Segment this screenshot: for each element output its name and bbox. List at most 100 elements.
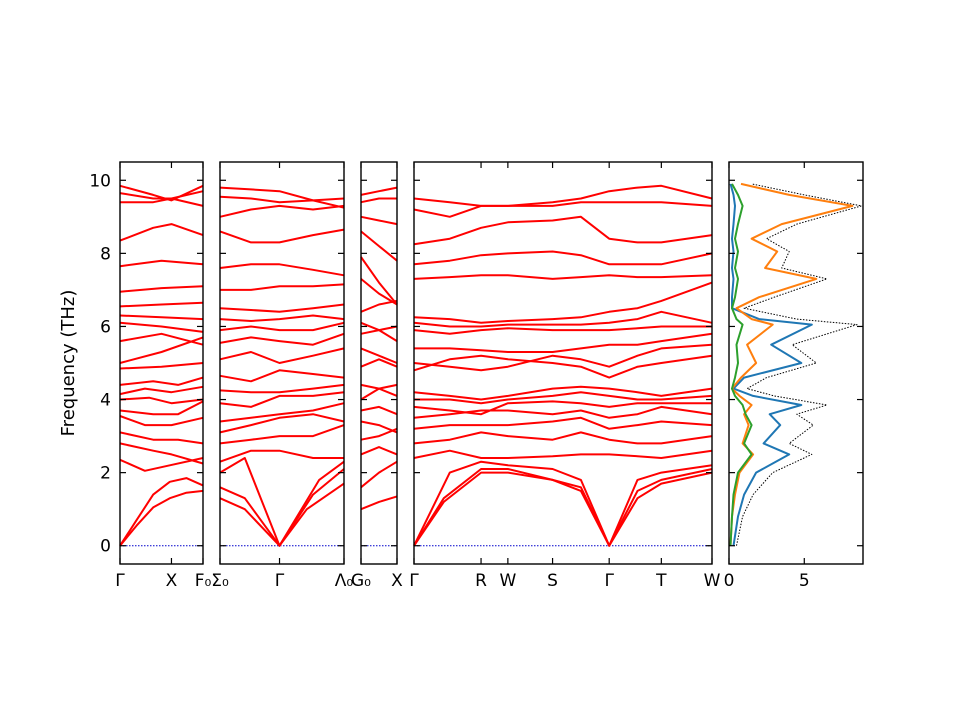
symmetry-point-label: T: [655, 571, 667, 591]
symmetry-point-label: W: [704, 571, 721, 591]
y-tick-label: 6: [100, 317, 111, 337]
band-1-3: [219, 449, 344, 463]
band-2-18: [360, 186, 398, 196]
band-1-15: [220, 283, 345, 291]
band-1-5: [219, 413, 345, 434]
band-2-14: [360, 256, 398, 306]
symmetry-point-label: Γ: [115, 571, 125, 591]
band-2-10: [360, 329, 398, 342]
y-tick-label: 2: [100, 464, 111, 484]
dos-panel: [728, 161, 864, 565]
dos-x-tick-label: 5: [799, 571, 810, 591]
band-3-4: [413, 431, 713, 445]
band-1-6: [219, 402, 345, 423]
band-2-8: [360, 358, 398, 368]
band-0-12: [119, 332, 204, 346]
band-3-16: [413, 274, 713, 280]
band-3-9: [413, 385, 713, 401]
band-2-0: [360, 495, 398, 511]
band-1-11: [219, 332, 345, 346]
band-3-15: [413, 281, 713, 324]
band-0-0: [119, 489, 204, 547]
symmetry-point-label: R: [475, 571, 487, 591]
band-1-13: [219, 314, 345, 322]
y-tick-label: 10: [89, 171, 111, 191]
band-0-19: [120, 197, 204, 207]
band-2-15: [360, 230, 398, 262]
y-axis-label: Frequency (THz): [58, 290, 79, 437]
band-1-9: [219, 369, 345, 383]
symmetry-point-label: Λ₀: [335, 571, 354, 591]
band-0-8: [119, 385, 204, 396]
symmetry-point-label: X: [166, 571, 178, 591]
band-2-5: [360, 405, 398, 416]
band-3-1: [413, 468, 713, 547]
band-0-21: [119, 184, 204, 202]
band-0-10: [119, 362, 204, 370]
band-3-18: [413, 215, 713, 246]
band-3-12: [414, 332, 713, 353]
band-2-16: [360, 215, 398, 226]
dos-x-tick-label: 0: [724, 571, 735, 591]
symmetry-point-label: S: [547, 571, 558, 591]
band-0-4: [119, 431, 204, 445]
band-3-3: [413, 449, 713, 459]
dos-series-1: [729, 183, 813, 546]
band-1-10: [219, 347, 345, 364]
band-3-13: [413, 325, 712, 335]
band-0-1: [119, 477, 204, 547]
symmetry-point-label: X: [391, 571, 403, 591]
band-3-20: [413, 184, 713, 207]
band-2-11: [360, 321, 398, 332]
band-2-3: [360, 427, 398, 441]
band-panel-1: [219, 161, 345, 565]
symmetry-point-label: G₀: [351, 571, 371, 591]
band-0-9: [119, 376, 204, 386]
band-2-7: [360, 383, 398, 397]
band-panel-2: [360, 161, 398, 565]
band-2-12: [360, 299, 398, 313]
band-2-17: [360, 197, 397, 204]
band-1-0: [219, 482, 345, 547]
symmetry-point-label: Σ₀: [211, 571, 229, 591]
band-3-14: [413, 310, 713, 328]
band-2-4: [360, 420, 398, 434]
band-0-2: [119, 457, 204, 472]
band-3-8: [414, 391, 713, 405]
band-2-6: [360, 383, 398, 401]
band-1-20: [219, 186, 345, 209]
band-1-4: [219, 424, 345, 445]
band-0-16: [119, 285, 204, 293]
band-1-2: [219, 457, 345, 547]
y-tick-label: 4: [100, 391, 111, 411]
band-0-15: [119, 301, 204, 308]
band-1-7: [219, 391, 345, 408]
symmetry-point-label: W: [499, 571, 516, 591]
band-3-19: [413, 201, 713, 218]
band-panel-3: [413, 161, 713, 565]
band-3-2: [413, 460, 713, 547]
band-1-16: [219, 263, 345, 277]
band-2-9: [360, 347, 398, 364]
symmetry-point-label: Γ: [409, 571, 419, 591]
band-3-11: [413, 343, 713, 372]
band-0-17: [119, 259, 204, 268]
y-tick-label: 0: [100, 537, 111, 557]
band-0-7: [119, 396, 204, 405]
band-2-1: [360, 460, 398, 489]
band-0-5: [119, 415, 204, 427]
band-2-13: [360, 278, 398, 306]
band-0-3: [119, 442, 204, 465]
band-1-19: [219, 195, 345, 204]
y-tick-label: 8: [100, 244, 111, 264]
band-1-18: [219, 204, 345, 218]
band-0-14: [119, 314, 204, 321]
band-3-7: [413, 400, 712, 416]
band-3-5: [413, 416, 713, 430]
band-1-17: [219, 228, 345, 244]
band-1-14: [219, 303, 345, 313]
band-3-10: [413, 354, 713, 379]
band-0-11: [119, 336, 204, 364]
